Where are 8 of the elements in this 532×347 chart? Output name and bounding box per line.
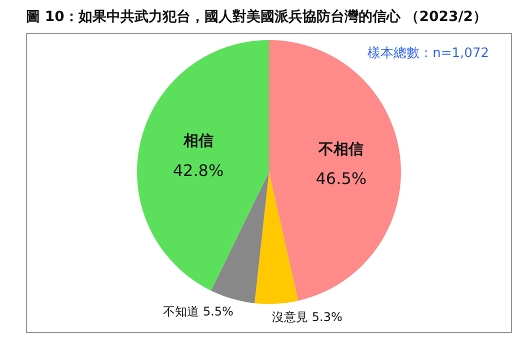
chart-title: 圖 10：如果中共武力犯台，國人對美國派兵協防台灣的信心 （2023/2） <box>26 8 488 26</box>
slice-label: 不相信 <box>318 140 364 158</box>
slice-label: 不知道 5.5% <box>163 304 234 318</box>
slice-label: 沒意見 5.3% <box>272 310 342 324</box>
text: 樣本總數：n=1,072 <box>368 45 489 62</box>
slice-label: 相信 <box>182 132 214 150</box>
data-label: 46.5% <box>316 169 367 188</box>
data-label: 42.8% <box>172 160 224 180</box>
